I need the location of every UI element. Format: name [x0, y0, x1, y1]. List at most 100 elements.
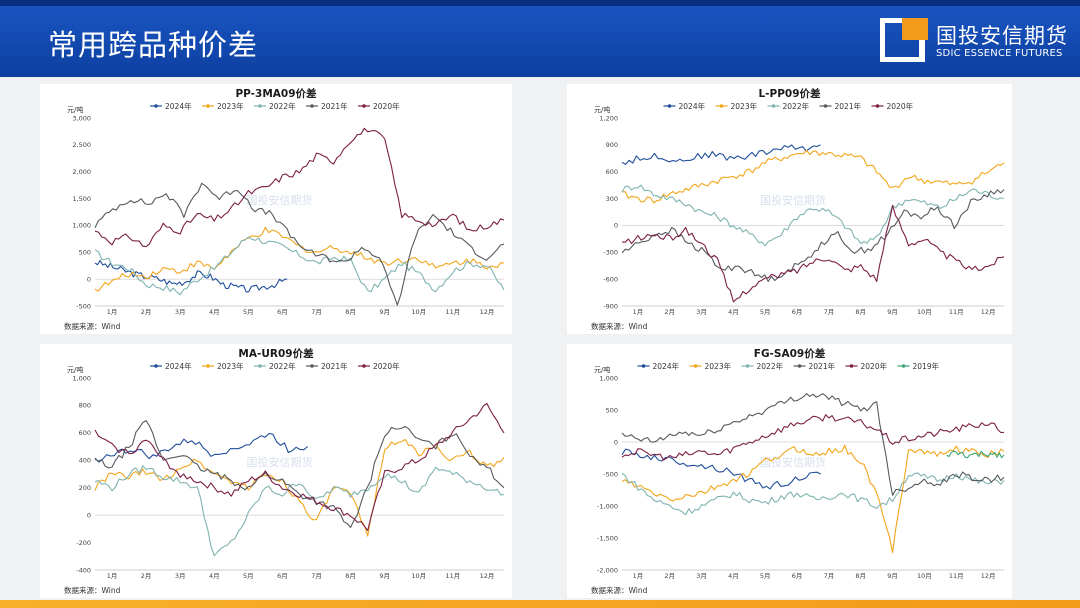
- x-tick-label: 8月: [345, 572, 356, 580]
- svg-text:2020年: 2020年: [887, 101, 914, 111]
- y-tick-label: 0: [87, 275, 91, 283]
- x-tick-label: 1月: [633, 308, 644, 316]
- series-line-2024年: [621, 448, 821, 490]
- source-label: 数据来源：Wind: [591, 321, 648, 331]
- x-tick-label: 12月: [981, 572, 996, 580]
- y-tick-label: 800: [79, 402, 91, 410]
- x-tick-label: 11月: [949, 572, 964, 580]
- svg-text:2020年: 2020年: [373, 101, 400, 111]
- y-tick-label: -400: [76, 566, 91, 574]
- x-tick-label: 10月: [917, 572, 932, 580]
- y-tick-label: 600: [606, 168, 618, 176]
- svg-text:2023年: 2023年: [217, 361, 244, 371]
- y-tick-label: -200: [76, 539, 91, 547]
- watermark: 国投安信期货: [247, 455, 313, 469]
- watermark: 国投安信期货: [760, 455, 826, 469]
- svg-text:2020年: 2020年: [373, 361, 400, 371]
- chart-panel-pp-3ma: PP-3MA09价差 2024年 2023年 2022年 2021年 2020年 元/吨 -5…: [40, 84, 512, 334]
- x-tick-label: 3月: [696, 572, 707, 580]
- x-tick-label: 3月: [175, 308, 186, 316]
- x-tick-label: 7月: [824, 308, 835, 316]
- x-tick-label: 2月: [141, 308, 152, 316]
- unit-label: 元/吨: [594, 105, 610, 114]
- x-tick-label: 10月: [411, 572, 426, 580]
- svg-text:2022年: 2022年: [269, 361, 296, 371]
- x-tick-label: 6月: [277, 308, 288, 316]
- svg-text:2022年: 2022年: [783, 101, 810, 111]
- legend-item: 2020年: [871, 101, 914, 111]
- series-line-2022年: [94, 236, 505, 296]
- series-line-2020年: [94, 402, 505, 532]
- x-tick-label: 8月: [855, 572, 866, 580]
- header-top-line: [0, 0, 1080, 6]
- legend-item: 2020年: [358, 361, 400, 371]
- legend-item: 2019年: [897, 361, 940, 371]
- y-tick-label: 1,200: [599, 114, 618, 122]
- series-line-2021年: [94, 182, 505, 306]
- chart-svg-fgsa: FG-SA09价差 2024年 2023年 2022年 2021年 2020年 2019年 元…: [591, 347, 1005, 595]
- y-tick-label: 0: [614, 222, 618, 230]
- y-tick-label: 1,000: [72, 374, 91, 382]
- header-bar: 常用跨品种价差 国投安信期货 SDIC ESSENCE FUTURES: [0, 0, 1080, 77]
- x-tick-label: 9月: [379, 572, 390, 580]
- series-line-2024年: [94, 259, 288, 293]
- logo-mark-icon: [880, 18, 928, 62]
- y-tick-label: -500: [603, 470, 618, 478]
- series-line-2022年: [94, 465, 505, 557]
- x-tick-label: 4月: [728, 572, 739, 580]
- x-tick-label: 5月: [243, 572, 254, 580]
- chart-panel-l-pp: L-PP09价差 2024年 2023年 2022年 2021年 2020年 元/吨 -900…: [567, 84, 1012, 334]
- x-tick-label: 6月: [277, 572, 288, 580]
- x-tick-label: 9月: [887, 572, 898, 580]
- x-tick-label: 11月: [949, 308, 964, 316]
- chart-title: PP-3MA09价差: [235, 87, 317, 100]
- y-tick-label: -2,000: [597, 566, 618, 574]
- svg-text:2023年: 2023年: [217, 101, 244, 111]
- y-tick-label: -1,500: [597, 534, 618, 542]
- x-tick-label: 9月: [379, 308, 390, 316]
- unit-label: 元/吨: [67, 105, 83, 114]
- brand-logo: 国投安信期货 SDIC ESSENCE FUTURES: [880, 16, 1070, 66]
- x-tick-label: 4月: [209, 308, 220, 316]
- x-tick-label: 10月: [917, 308, 932, 316]
- y-tick-label: 0: [87, 511, 91, 519]
- legend-item: 2023年: [202, 101, 244, 111]
- y-tick-label: 2,000: [72, 168, 91, 176]
- x-tick-label: 6月: [792, 572, 803, 580]
- svg-text:2023年: 2023年: [705, 361, 732, 371]
- legend-item: 2021年: [819, 101, 862, 111]
- svg-text:2024年: 2024年: [679, 101, 706, 111]
- x-tick-label: 12月: [981, 308, 996, 316]
- series-line-2024年: [94, 432, 309, 463]
- x-tick-label: 12月: [480, 572, 495, 580]
- legend-item: 2021年: [793, 361, 836, 371]
- svg-text:2020年: 2020年: [861, 361, 888, 371]
- x-tick-label: 11月: [445, 308, 460, 316]
- legend-item: 2022年: [254, 101, 296, 111]
- y-tick-label: 600: [79, 429, 91, 437]
- legend-item: 2021年: [306, 361, 348, 371]
- logo-text-cn: 国投安信期货: [936, 24, 1068, 48]
- svg-text:2022年: 2022年: [757, 361, 784, 371]
- legend-item: 2023年: [202, 361, 244, 371]
- x-tick-label: 1月: [107, 572, 118, 580]
- source-label: 数据来源：Wind: [64, 585, 121, 595]
- y-tick-label: 200: [79, 484, 91, 492]
- legend-item: 2024年: [663, 101, 706, 111]
- y-tick-label: 1,500: [72, 195, 91, 203]
- legend-item: 2023年: [715, 101, 758, 111]
- legend-item: 2024年: [637, 361, 680, 371]
- x-tick-label: 5月: [760, 572, 771, 580]
- watermark: 国投安信期货: [760, 193, 826, 207]
- svg-text:2021年: 2021年: [809, 361, 836, 371]
- y-tick-label: 2,500: [72, 141, 91, 149]
- y-tick-label: -600: [603, 275, 618, 283]
- svg-text:2022年: 2022年: [269, 101, 296, 111]
- x-tick-label: 4月: [728, 308, 739, 316]
- x-tick-label: 1月: [107, 308, 118, 316]
- x-tick-label: 3月: [696, 308, 707, 316]
- y-tick-label: 1,000: [599, 374, 618, 382]
- series-line-2019年: [946, 450, 1005, 459]
- series-line-2023年: [94, 438, 505, 537]
- x-tick-label: 2月: [141, 572, 152, 580]
